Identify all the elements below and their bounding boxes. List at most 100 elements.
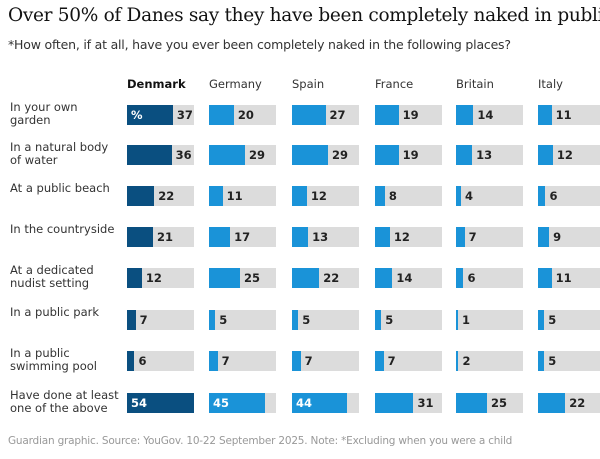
- data-label: 19: [402, 148, 419, 162]
- bar: [292, 145, 328, 165]
- bar-track: 7: [456, 227, 523, 247]
- bar-track: 29: [209, 145, 276, 165]
- data-label: 36: [175, 148, 192, 162]
- bar-track: 4: [456, 186, 523, 206]
- bar-track: 44: [292, 393, 359, 413]
- data-label: 22: [569, 396, 586, 410]
- data-label: 5: [302, 313, 311, 327]
- data-label: 11: [555, 271, 572, 285]
- bar: [292, 227, 309, 247]
- row-label: At a dedicated nudist setting: [10, 263, 94, 290]
- data-label: 25: [491, 396, 508, 410]
- bar: [292, 268, 320, 288]
- data-label: 37: [176, 108, 193, 122]
- bar: [375, 268, 393, 288]
- data-label: 6: [138, 354, 147, 368]
- bar: [456, 351, 459, 371]
- bar: [456, 145, 473, 165]
- data-label: 31: [417, 396, 434, 410]
- data-label: 12: [310, 189, 327, 203]
- data-label: 1: [462, 313, 471, 327]
- bar: [456, 310, 458, 330]
- data-label: 13: [476, 148, 493, 162]
- bar-track: 7: [375, 351, 442, 371]
- data-label: 13: [312, 230, 329, 244]
- bar: [209, 145, 245, 165]
- bar-track: 9: [538, 227, 600, 247]
- data-label: 11: [555, 108, 572, 122]
- bar: [127, 105, 173, 125]
- bar: [375, 186, 385, 206]
- bar-track: 11: [538, 268, 600, 288]
- bar: [456, 227, 465, 247]
- bar: [209, 310, 216, 330]
- bar-track: 6: [127, 351, 194, 371]
- data-label: 2: [462, 354, 471, 368]
- data-label: 29: [331, 148, 348, 162]
- bar: [538, 227, 550, 247]
- bar: [375, 105, 399, 125]
- data-label: 8: [388, 189, 397, 203]
- bar-track: 37%: [127, 105, 194, 125]
- bar: [127, 351, 135, 371]
- source-footer: Guardian graphic. Source: YouGov. 10-22 …: [8, 435, 513, 447]
- bar: [375, 393, 414, 413]
- bar: [209, 351, 218, 371]
- data-label: 7: [139, 313, 148, 327]
- bar-track: 25: [209, 268, 276, 288]
- data-label: 4: [464, 189, 473, 203]
- bar-track: 36: [127, 145, 194, 165]
- bar-track: 45: [209, 393, 276, 413]
- bar-track: 12: [127, 268, 194, 288]
- bar-track: 20: [209, 105, 276, 125]
- data-label: 12: [145, 271, 162, 285]
- column-header: Britain: [456, 77, 494, 91]
- bar-track: 1: [456, 310, 523, 330]
- bar: [209, 186, 223, 206]
- data-label: 54: [131, 396, 148, 410]
- data-label: 5: [548, 313, 557, 327]
- data-label: 6: [549, 189, 558, 203]
- data-label: 25: [244, 271, 261, 285]
- bar: [456, 393, 488, 413]
- data-label: 14: [396, 271, 413, 285]
- bar-track: 7: [209, 351, 276, 371]
- bar-track: 2: [456, 351, 523, 371]
- bar-track: 29: [292, 145, 359, 165]
- bar: [292, 186, 307, 206]
- data-label: 5: [385, 313, 394, 327]
- data-label: 6: [467, 271, 476, 285]
- bar: [127, 268, 142, 288]
- bar: [292, 351, 301, 371]
- bar: [209, 268, 241, 288]
- row-label: Have done at least one of the above: [10, 388, 119, 415]
- bar: [456, 268, 464, 288]
- column-header: France: [375, 77, 414, 91]
- data-label: 7: [468, 230, 477, 244]
- bar-track: 12: [538, 145, 600, 165]
- data-label: 14: [477, 108, 494, 122]
- bar-track: 27: [292, 105, 359, 125]
- bar: [127, 393, 194, 413]
- bar-track: 14: [456, 105, 523, 125]
- bar-track: 12: [375, 227, 442, 247]
- bar-track: 14: [375, 268, 442, 288]
- bar: [456, 105, 474, 125]
- data-label: 5: [548, 354, 557, 368]
- column-header: Denmark: [127, 77, 186, 91]
- data-label: 9: [553, 230, 562, 244]
- chart-title: Over 50% of Danes say they have been com…: [8, 5, 600, 26]
- bar-track: 31: [375, 393, 442, 413]
- bar-track: 22: [127, 186, 194, 206]
- data-label: 45: [213, 396, 230, 410]
- bar-track: 6: [538, 186, 600, 206]
- data-label: 27: [329, 108, 346, 122]
- row-label: In a public swimming pool: [10, 346, 98, 373]
- data-label: 7: [304, 354, 313, 368]
- bar-track: 17: [209, 227, 276, 247]
- bar: [375, 145, 399, 165]
- chart-subtitle: *How often, if at all, have you ever bee…: [8, 37, 511, 52]
- bar: [209, 105, 234, 125]
- bar: [209, 227, 231, 247]
- bar: [127, 186, 155, 206]
